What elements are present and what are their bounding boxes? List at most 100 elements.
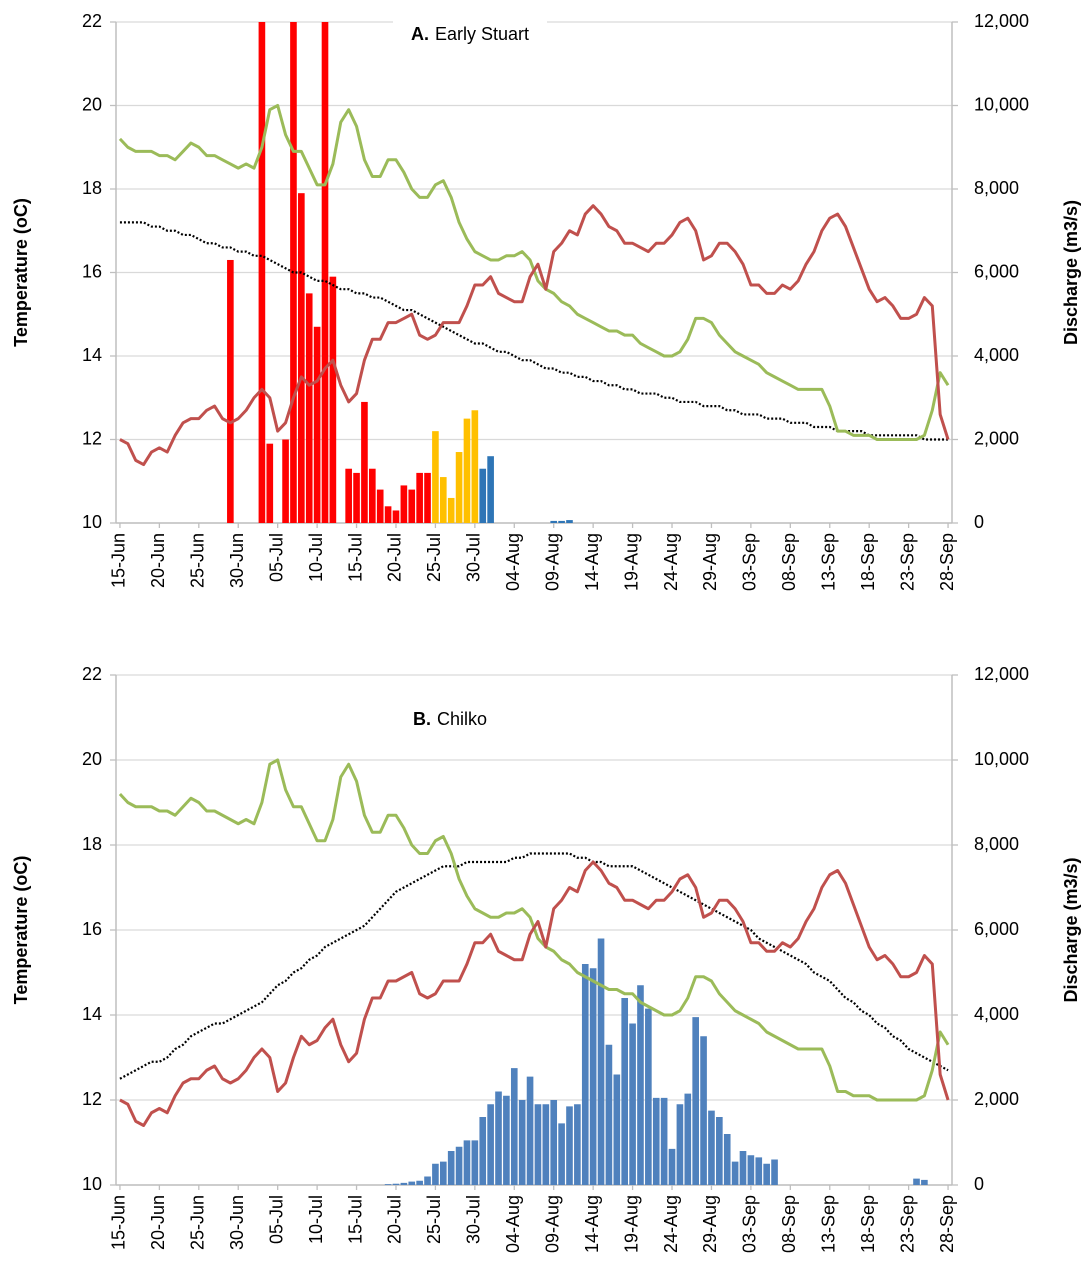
x-tick-label: 20-Jul	[385, 533, 405, 582]
bar	[471, 410, 479, 523]
x-tick-label: 23-Sep	[897, 533, 917, 591]
x-tick-label: 13-Sep	[819, 1195, 839, 1253]
bar	[645, 1008, 652, 1185]
bar	[621, 998, 629, 1185]
y-tick-label: 16	[82, 261, 102, 281]
bar	[550, 520, 558, 523]
x-tick-label: 19-Aug	[621, 1195, 641, 1253]
bar	[345, 468, 352, 523]
y2-tick-label: 2,000	[974, 1089, 1019, 1109]
bar	[447, 1151, 455, 1185]
x-tick-label: 10-Jul	[306, 1195, 326, 1244]
bar	[550, 1100, 558, 1185]
bar	[700, 1036, 707, 1185]
x-tick-label: 30-Jun	[227, 533, 247, 588]
panel-label: B.	[413, 709, 431, 729]
bar	[629, 1023, 636, 1185]
x-tick-label: 18-Sep	[858, 1195, 878, 1253]
y2-tick-label: 12,000	[974, 664, 1029, 684]
plot-area	[118, 758, 950, 1185]
bar	[408, 489, 416, 523]
bar	[558, 520, 565, 523]
bar	[534, 1104, 542, 1185]
bar	[471, 1140, 479, 1185]
x-tick-label: 10-Jul	[306, 533, 326, 582]
x-tick-label: 13-Sep	[819, 533, 839, 591]
y-tick-label: 16	[82, 919, 102, 939]
bar	[424, 472, 431, 523]
x-tick-label: 25-Jun	[188, 533, 208, 588]
x-tick-label: 04-Aug	[503, 533, 523, 591]
bar	[763, 1163, 770, 1185]
bar	[581, 964, 589, 1185]
bar	[510, 1068, 518, 1185]
x-tick-label: 28-Sep	[937, 533, 957, 591]
panel-label: A.	[411, 24, 429, 44]
bar	[353, 472, 360, 523]
bar	[432, 431, 439, 523]
y-tick-label: 22	[82, 664, 102, 684]
x-tick-label: 29-Aug	[700, 533, 720, 591]
x-tick-label: 28-Sep	[937, 1195, 957, 1253]
bar	[913, 1178, 920, 1185]
chart-title: B. Chilko	[413, 709, 487, 729]
bar	[392, 510, 400, 523]
line	[119, 852, 949, 1080]
bar	[432, 1163, 439, 1185]
bar	[282, 439, 289, 523]
bar	[479, 1117, 487, 1185]
bar	[298, 193, 305, 523]
line	[119, 860, 950, 1127]
x-tick-label: 25-Jul	[424, 533, 444, 582]
bar	[605, 1044, 613, 1185]
y2-tick-label: 8,000	[974, 178, 1019, 198]
panel: 10 12 14 16 18 20 22 0 2,000 4,000 6,000 8,000 10,00…	[11, 11, 1081, 591]
title-background	[392, 19, 548, 48]
bar	[369, 468, 376, 523]
x-tick-label: 15-Jun	[109, 533, 129, 588]
y-tick-label: 20	[82, 749, 102, 769]
bar	[574, 1104, 581, 1185]
x-tick-label: 05-Jul	[266, 1195, 286, 1244]
x-tick-label: 03-Sep	[740, 1195, 760, 1253]
x-tick-label: 08-Sep	[779, 1195, 799, 1253]
y2-tick-label: 0	[974, 512, 984, 532]
x-tick-label: 09-Aug	[542, 533, 562, 591]
bar	[313, 326, 321, 523]
y-tick-label: 12	[82, 428, 102, 448]
y-tick-label: 14	[82, 1004, 102, 1024]
bar	[266, 443, 274, 523]
bar	[566, 520, 573, 523]
y2-tick-label: 4,000	[974, 345, 1019, 365]
x-tick-label: 05-Jul	[266, 533, 286, 582]
x-tick-label: 23-Sep	[897, 1195, 917, 1253]
y2-tick-label: 12,000	[974, 11, 1029, 31]
y2-tick-label: 10,000	[974, 749, 1029, 769]
x-tick-label: 30-Jul	[464, 1195, 484, 1244]
x-tick-label: 29-Aug	[700, 1195, 720, 1253]
bar	[739, 1151, 747, 1185]
bar	[258, 22, 266, 523]
y-tick-label: 14	[82, 345, 102, 365]
x-tick-label: 20-Jun	[148, 533, 168, 588]
y-tick-label: 22	[82, 11, 102, 31]
bar	[637, 985, 644, 1185]
bar	[597, 938, 605, 1185]
x-tick-label: 25-Jul	[424, 1195, 444, 1244]
bar	[921, 1179, 928, 1185]
bar	[487, 1104, 494, 1185]
bar	[503, 1095, 510, 1185]
bar	[321, 22, 329, 523]
bar	[400, 485, 408, 523]
bar	[518, 1100, 526, 1185]
bar	[416, 1180, 423, 1185]
chart-title: A. Early Stuart	[411, 24, 529, 44]
bar	[771, 1159, 778, 1185]
x-tick-label: 19-Aug	[621, 533, 641, 591]
y2-tick-label: 10,000	[974, 94, 1029, 114]
y2-axis-title: Discharge (m3/s)	[1061, 857, 1081, 1002]
bar	[400, 1182, 408, 1185]
y2-tick-label: 0	[974, 1174, 984, 1194]
bar	[589, 968, 597, 1185]
